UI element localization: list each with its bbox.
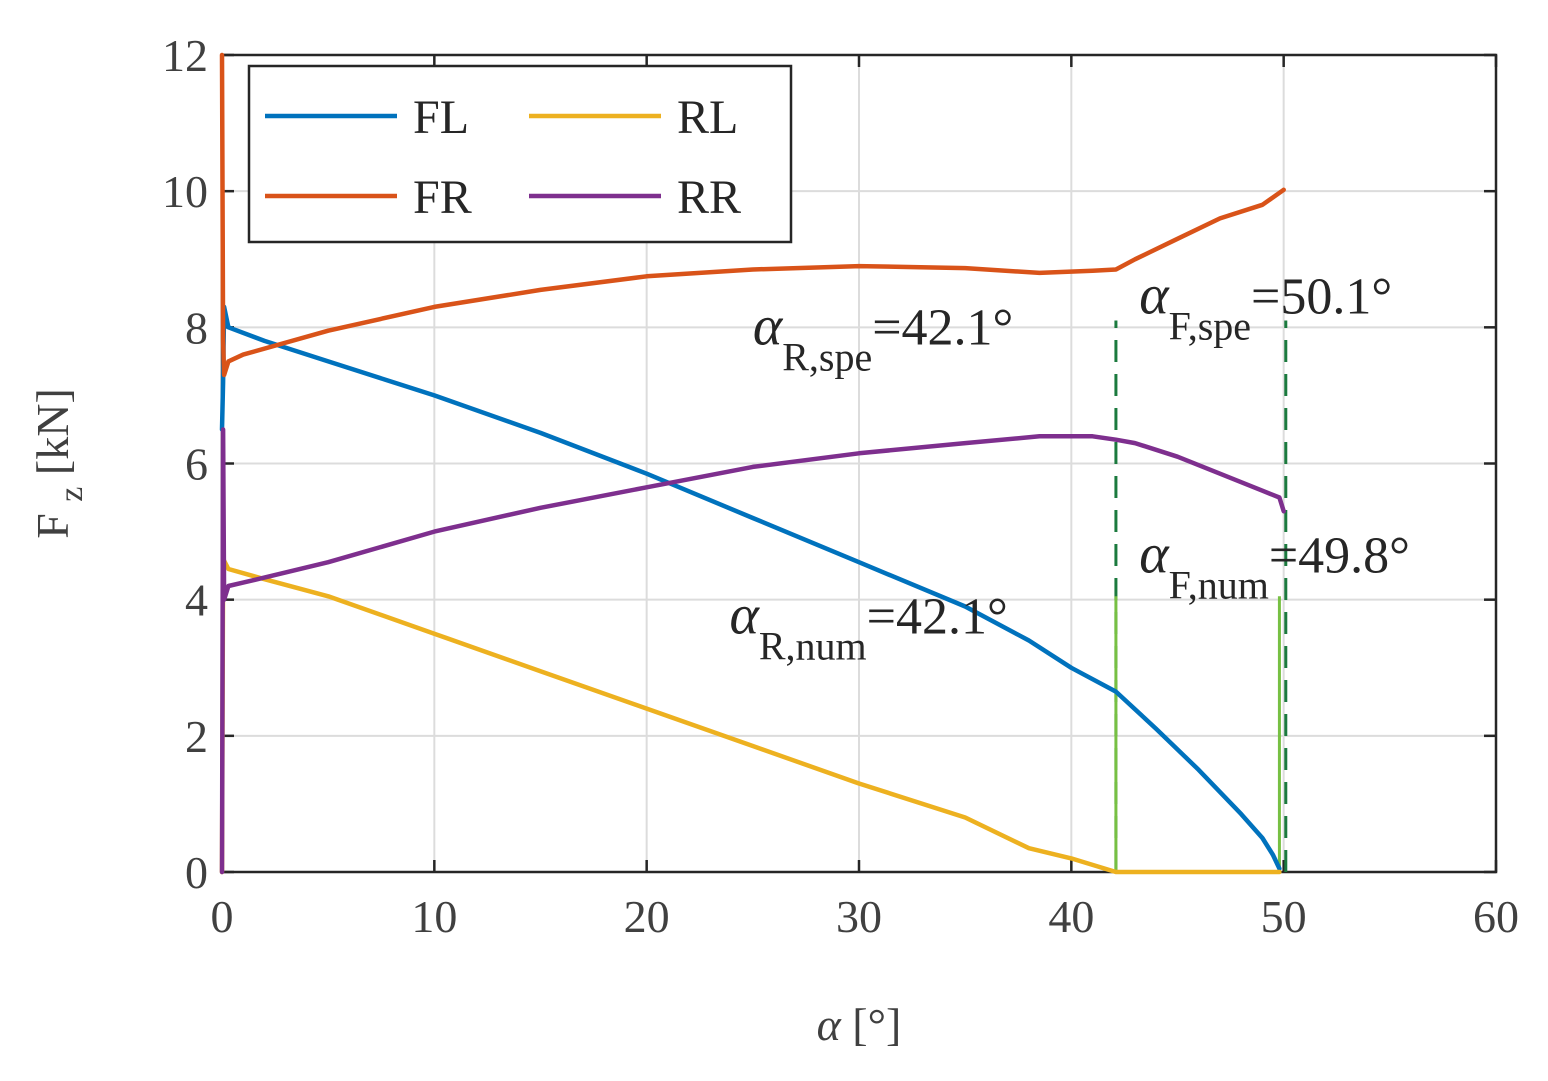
- annotation-f-num: αF,num=49.8°: [1139, 523, 1410, 607]
- y-tick-label: 4: [185, 575, 208, 626]
- x-axis-title: α [°]: [817, 999, 902, 1050]
- annotation-subscript: F,spe: [1169, 304, 1251, 349]
- annotation-value: =50.1°: [1251, 269, 1392, 326]
- y-axis-title: F z [kN]: [27, 388, 92, 539]
- y-tick-label: 8: [185, 302, 208, 353]
- x-tick-label: 10: [411, 891, 457, 942]
- annotation-r-num: αR,num=42.1°: [729, 585, 1007, 669]
- legend-label-rr: RR: [677, 171, 741, 224]
- annotation-value: =42.1°: [872, 299, 1013, 356]
- annotation-subscript: R,num: [759, 624, 867, 669]
- x-axis-symbol: α: [817, 999, 842, 1050]
- annotations: αR,spe=42.1°αF,spe=50.1°αF,num=49.8°αR,n…: [729, 265, 1409, 669]
- x-tick-label: 60: [1473, 891, 1519, 942]
- annotation-symbol: α: [1139, 523, 1170, 585]
- x-tick-label: 30: [836, 891, 882, 942]
- legend: FL FR RL RR: [247, 64, 793, 244]
- series-fr-line: [219, 52, 1286, 378]
- x-tick-label: 40: [1048, 891, 1094, 942]
- annotation-subscript: F,num: [1169, 562, 1269, 607]
- annotation-value: =42.1°: [867, 589, 1008, 646]
- legend-label-rl: RL: [677, 91, 738, 144]
- annotation-subscript: R,spe: [782, 334, 872, 379]
- x-axis-unit: [°]: [852, 999, 901, 1050]
- y-tick-label: 10: [162, 166, 208, 217]
- annotation-symbol: α: [1139, 265, 1170, 327]
- y-tick-label: 2: [185, 711, 208, 762]
- series-fl-line: [219, 304, 1282, 871]
- legend-label-fr: FR: [413, 171, 472, 224]
- series-lines: [219, 52, 1286, 875]
- annotation-value: =49.8°: [1269, 527, 1410, 584]
- reference-lines: [1114, 320, 1288, 872]
- y-axis-unit: [kN]: [27, 388, 78, 475]
- y-axis-subscript: z: [53, 487, 90, 502]
- legend-box: [247, 64, 793, 244]
- legend-label-fl: FL: [413, 91, 469, 144]
- axis-ticks: 0 10 20 30 40 50 60 0 2 4 6 8 10 12: [162, 30, 1519, 942]
- series-rl-line: [219, 556, 1282, 875]
- y-axis-main: F: [27, 513, 78, 539]
- y-tick-label: 0: [185, 847, 208, 898]
- x-tick-label: 20: [624, 891, 670, 942]
- series-rr-line: [219, 427, 1286, 875]
- y-tick-label: 6: [185, 439, 208, 490]
- annotation-f-spe: αF,spe=50.1°: [1139, 265, 1392, 349]
- annotation-r-spe: αR,spe=42.1°: [753, 295, 1014, 379]
- x-tick-label: 50: [1261, 891, 1307, 942]
- y-tick-label: 12: [162, 30, 208, 81]
- annotation-symbol: α: [729, 585, 760, 647]
- x-tick-label: 0: [211, 891, 234, 942]
- annotation-symbol: α: [753, 295, 784, 357]
